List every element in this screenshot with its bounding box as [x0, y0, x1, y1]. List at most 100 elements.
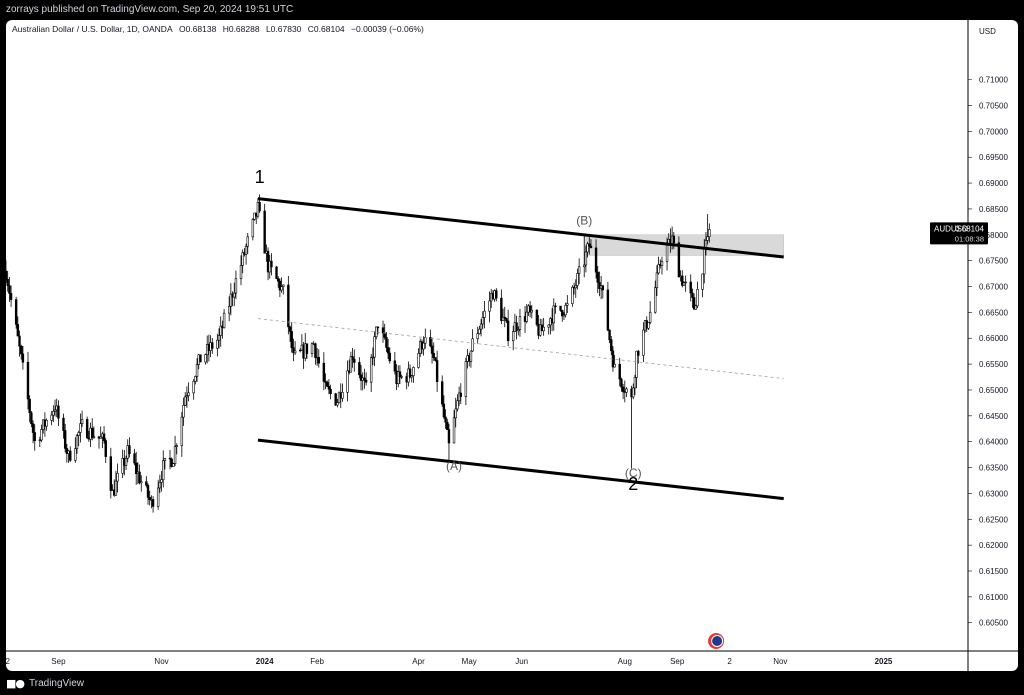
candle-body	[38, 439, 42, 442]
wave-label[interactable]: (A)	[446, 459, 462, 473]
wave-label[interactable]: 1	[255, 167, 265, 187]
y-tick-label[interactable]: 0.68500	[979, 205, 1008, 214]
y-tick-label[interactable]: 0.70000	[979, 127, 1008, 136]
channel-lower-line[interactable]	[257, 438, 784, 501]
candle-body	[647, 322, 650, 329]
candle-body	[442, 403, 446, 418]
tradingview-brand[interactable]: ■● TradingView	[6, 673, 84, 695]
y-tick-label[interactable]: 0.64500	[979, 412, 1008, 421]
x-tick-label[interactable]: 2025	[875, 657, 893, 666]
candle-body	[708, 229, 711, 237]
y-tick-label[interactable]: 0.63500	[979, 464, 1008, 473]
candle-body	[33, 432, 36, 442]
y-tick-label[interactable]: 0.61500	[979, 567, 1008, 576]
candle-body	[677, 242, 681, 278]
wave-label[interactable]: (B)	[576, 213, 592, 227]
candle-body	[655, 272, 659, 289]
wave-label[interactable]: (C)	[625, 466, 642, 480]
x-tick-label[interactable]: Nov	[773, 657, 787, 666]
candle-body	[417, 353, 420, 368]
candle-body	[430, 345, 434, 354]
candle-body	[618, 363, 621, 380]
y-tick-label[interactable]: 0.67000	[979, 283, 1008, 292]
y-tick-label[interactable]: 0.60500	[979, 619, 1008, 628]
candle-body	[408, 368, 412, 378]
candle-body	[204, 354, 207, 363]
candle-body	[31, 423, 35, 433]
symbol-title[interactable]: Australian Dollar / U.S. Dollar, 1D, OAN…	[12, 24, 173, 34]
candle-body	[440, 381, 444, 405]
candle-body	[397, 371, 400, 384]
candle-body	[515, 322, 518, 332]
close-value: C0.68104	[307, 24, 345, 34]
low-value: L0.67830	[265, 24, 302, 34]
price-tag[interactable]	[930, 222, 988, 245]
candle-body	[454, 408, 457, 419]
candle-body	[28, 398, 31, 414]
candle-body	[52, 410, 55, 416]
x-tick-label[interactable]: 2	[727, 657, 732, 666]
candle-body	[535, 309, 539, 325]
candle-body	[346, 370, 349, 393]
channel-mid-line[interactable]	[257, 318, 784, 379]
candle-body	[696, 289, 699, 307]
candle-body	[80, 419, 84, 424]
y-tick-label[interactable]: 0.66500	[979, 308, 1008, 317]
candle-body	[85, 419, 89, 439]
chart-panel[interactable]: 1 (B) (A) (C) 2 USD 0.71000 0.70500 0.70000 0.69…	[6, 20, 1018, 671]
wave-label[interactable]: 2	[628, 474, 638, 494]
y-tick-label[interactable]: 0.61000	[979, 593, 1008, 602]
candle-body	[383, 332, 386, 338]
candle-body	[20, 345, 23, 355]
x-tick-label[interactable]: May	[462, 657, 477, 666]
candle-body	[116, 472, 119, 482]
candle-body	[50, 414, 53, 421]
channel-upper-line[interactable]	[257, 197, 784, 259]
y-tick-label[interactable]: 0.71000	[979, 76, 1008, 85]
y-tick-label[interactable]: 0.70500	[979, 101, 1008, 110]
candle-body	[488, 300, 491, 312]
x-tick-label[interactable]: Aug	[618, 657, 632, 666]
candle-body	[547, 324, 550, 328]
y-tick-label[interactable]: 0.65500	[979, 360, 1008, 369]
candle-body	[444, 416, 447, 423]
candle-body	[168, 457, 172, 460]
candle-body	[625, 388, 628, 393]
x-tick-label[interactable]: Sep	[670, 657, 685, 666]
candle-body	[322, 362, 326, 382]
candle-body	[620, 378, 623, 388]
y-tick-label[interactable]: 0.69500	[979, 153, 1008, 162]
y-tick-label[interactable]: 0.66000	[979, 334, 1008, 343]
x-tick-label[interactable]: Sep	[51, 657, 66, 666]
candle-body	[217, 335, 221, 341]
candle-body	[134, 462, 138, 474]
candle-body	[410, 375, 413, 378]
candle-body	[501, 316, 505, 321]
y-tick-label[interactable]: 0.63000	[979, 489, 1008, 498]
candle-body	[229, 293, 233, 307]
candle-body	[99, 436, 102, 439]
y-tick-label[interactable]: 0.69000	[979, 179, 1008, 188]
x-tick-label[interactable]: Apr	[412, 657, 425, 666]
y-tick-label[interactable]: 0.65000	[979, 386, 1008, 395]
candle-body	[429, 337, 432, 347]
y-tick-label[interactable]: 0.64000	[979, 438, 1008, 447]
candle-body	[275, 266, 278, 279]
x-tick-label[interactable]: Jun	[515, 657, 528, 666]
candle-body	[503, 316, 506, 319]
x-tick-label[interactable]: 2	[6, 657, 10, 666]
candle-body	[195, 364, 199, 377]
y-tick-label[interactable]: 0.68000	[979, 231, 1008, 240]
y-tick-label[interactable]: 0.62500	[979, 515, 1008, 524]
candle-body	[222, 312, 226, 329]
y-tick-label[interactable]: 0.67500	[979, 257, 1008, 266]
y-tick-label[interactable]: 0.62000	[979, 541, 1008, 550]
candle-body	[481, 317, 484, 325]
x-tick-label[interactable]: Feb	[310, 657, 324, 666]
x-tick-label[interactable]: Nov	[154, 657, 168, 666]
x-tick-label[interactable]: 2024	[256, 657, 274, 666]
candle-body	[632, 387, 635, 398]
price-chart[interactable]: 1(B)(A) (C)2 USD0.710000.705000.700000.69…	[6, 20, 1018, 671]
candle-body	[298, 349, 302, 352]
candle-body	[393, 360, 397, 372]
